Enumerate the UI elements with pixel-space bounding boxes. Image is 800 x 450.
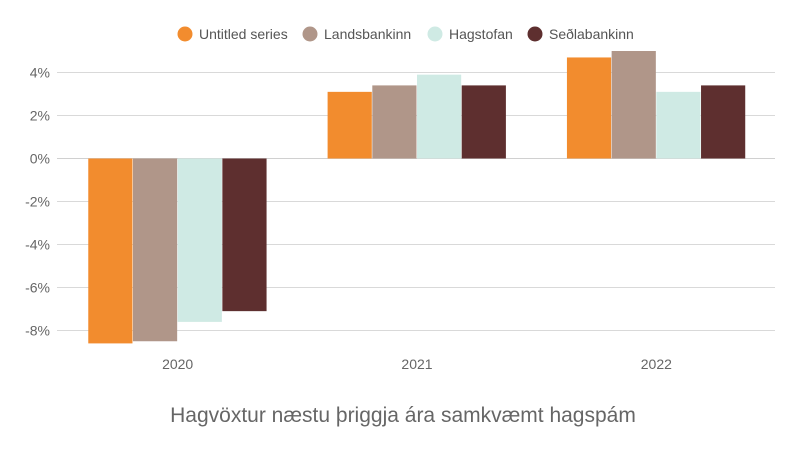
x-tick-label: 2022 bbox=[641, 356, 672, 372]
x-tick-label: 2021 bbox=[401, 356, 432, 372]
legend-swatch bbox=[527, 26, 543, 42]
bar-2020-1[interactable] bbox=[132, 158, 178, 342]
x-tick-label: 2020 bbox=[162, 356, 193, 372]
y-tick-label: -4% bbox=[25, 237, 50, 253]
bar-2022-1[interactable] bbox=[611, 51, 656, 159]
y-axis-ticks: -8% -6% -4% -2% 0% 2% 4% bbox=[25, 65, 50, 339]
bar-2020-3[interactable] bbox=[222, 158, 267, 312]
y-tick-label: 2% bbox=[30, 108, 50, 124]
legend-label: Landsbankinn bbox=[324, 26, 411, 42]
y-tick-label: 0% bbox=[30, 151, 50, 167]
legend-swatch bbox=[177, 26, 193, 42]
bar-2020-2[interactable] bbox=[177, 158, 222, 322]
legend-item[interactable]: Hagstofan bbox=[427, 26, 513, 42]
bar-2022-2[interactable] bbox=[656, 91, 701, 159]
legend-swatch bbox=[427, 26, 443, 42]
legend-swatch bbox=[302, 26, 318, 42]
bar-2020-0[interactable] bbox=[88, 158, 133, 344]
y-tick-label: -6% bbox=[25, 280, 50, 296]
legend-item[interactable]: Landsbankinn bbox=[302, 26, 412, 42]
y-tick-label: -2% bbox=[25, 194, 50, 210]
legend-label: Seðlabankinn bbox=[549, 26, 634, 42]
legend-item[interactable]: Seðlabankinn bbox=[527, 26, 634, 42]
y-tick-label: 4% bbox=[30, 65, 50, 81]
legend-label: Hagstofan bbox=[449, 26, 513, 42]
bar-2021-0[interactable] bbox=[327, 91, 372, 159]
legend: Untitled series Landsbankinn Hagstofan Seðl… bbox=[177, 26, 634, 42]
bars bbox=[88, 51, 746, 344]
bar-2021-1[interactable] bbox=[372, 85, 417, 159]
bar-2021-2[interactable] bbox=[417, 74, 462, 159]
bar-2021-3[interactable] bbox=[461, 85, 506, 159]
bar-2022-0[interactable] bbox=[566, 57, 612, 159]
legend-item[interactable]: Untitled series bbox=[177, 26, 288, 42]
bar-2022-3[interactable] bbox=[701, 85, 746, 159]
legend-label: Untitled series bbox=[199, 26, 288, 42]
chart-title: Hagvöxtur næstu þriggja ára samkvæmt hag… bbox=[170, 404, 636, 427]
x-axis-ticks: 2020 2021 2022 bbox=[162, 356, 672, 372]
y-tick-label: -8% bbox=[25, 323, 50, 339]
